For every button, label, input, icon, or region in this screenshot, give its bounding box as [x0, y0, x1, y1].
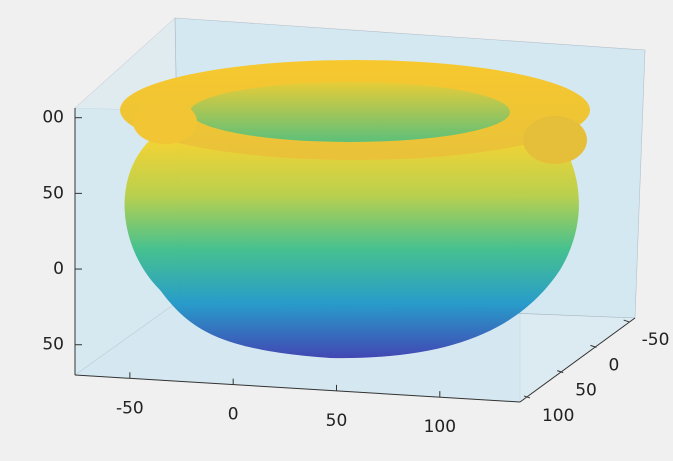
- x-tick-label: 100: [424, 417, 456, 437]
- y-tick: [523, 395, 531, 399]
- x-tick-label: 0: [228, 405, 239, 425]
- z-tick-label: 50: [42, 335, 64, 355]
- y-tick-label: 100: [542, 406, 574, 426]
- x-tick-label: -50: [116, 398, 144, 418]
- y-tick-label: -50: [642, 330, 670, 350]
- y-tick: [623, 319, 630, 323]
- z-tick-label: 00: [42, 108, 64, 128]
- x-tick-label: 50: [326, 411, 348, 431]
- y-axis: [519, 317, 636, 403]
- x-axis: [74, 374, 521, 403]
- y-tick: [590, 344, 597, 348]
- z-tick-label: 0: [53, 259, 64, 279]
- y-tick: [557, 370, 564, 374]
- y-tick-label: 0: [608, 355, 619, 375]
- y-tick-label: 50: [575, 381, 597, 401]
- point-cloud: [120, 60, 590, 359]
- z-tick-label: 50: [42, 183, 64, 203]
